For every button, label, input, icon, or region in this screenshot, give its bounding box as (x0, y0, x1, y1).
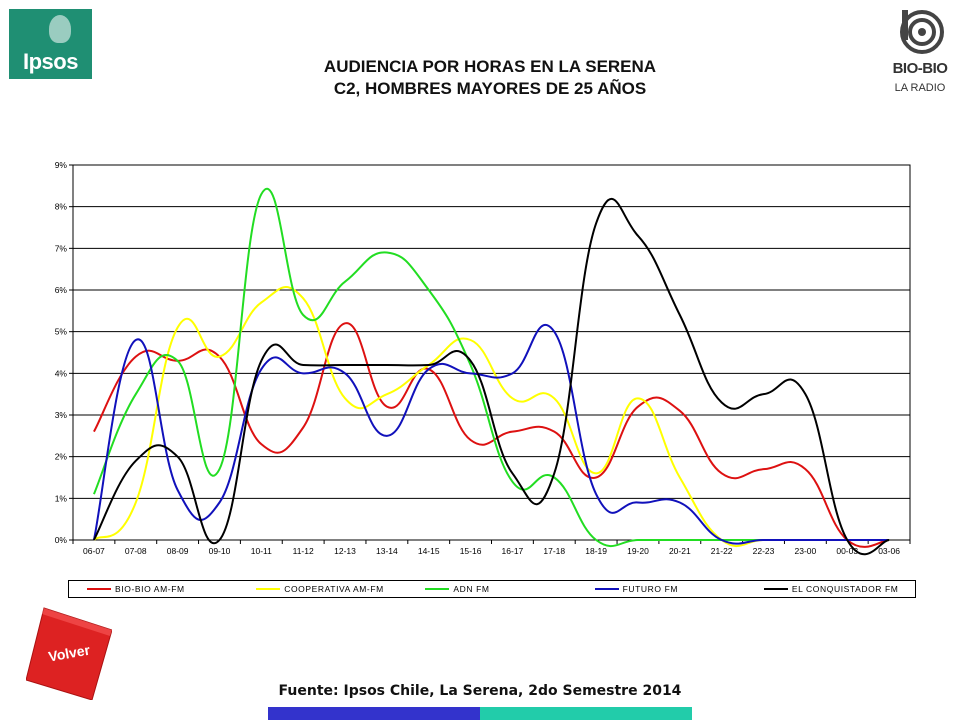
chart-title: AUDIENCIA POR HORAS EN LA SERENA C2, HOM… (230, 56, 750, 100)
ipsos-logo-text: Ipsos (23, 49, 78, 74)
x-tick-label: 06-07 (83, 546, 105, 556)
y-tick-label: 3% (55, 410, 68, 420)
chart-title-line2: C2, HOMBRES MAYORES DE 25 AÑOS (333, 79, 647, 98)
y-tick-label: 8% (55, 202, 68, 212)
chart-area: 0% 1% 2% 3% 4% 5% 6% 7% 8% 9% 06-07 07-08 08-09 09-10… (18, 150, 924, 600)
x-tick-label: 17-18 (543, 546, 565, 556)
x-tick-label: 15-16 (460, 546, 482, 556)
y-tick-label: 4% (55, 368, 68, 378)
legend-label: BIO-BIO AM-FM (115, 584, 185, 594)
series-line-5 (93, 197, 890, 556)
legend-swatch (256, 588, 281, 590)
chart-legend: BIO-BIO AM-FM COOPERATIVA AM-FM ADN FM FUTU… (68, 580, 916, 598)
chart-title-line1: AUDIENCIA POR HORAS EN LA SERENA (323, 57, 657, 76)
y-tick-label: 1% (55, 493, 68, 503)
legend-swatch (763, 588, 788, 590)
x-tick-label: 21-22 (711, 546, 733, 556)
y-tick-label: 6% (55, 285, 68, 295)
x-tick-label: 03-06 (878, 546, 900, 556)
x-tick-label: 19-20 (627, 546, 649, 556)
legend-swatch (87, 588, 111, 590)
x-tick-label: 12-13 (334, 546, 356, 556)
x-tick-label: 22-23 (753, 546, 775, 556)
series-line-2 (93, 286, 890, 548)
legend-swatch (594, 588, 619, 590)
legend-label: COOPERATIVA AM-FM (284, 584, 384, 594)
legend-label: FUTURO FM (622, 584, 679, 594)
biobio-logo: BIO-BIO LA RADIO (888, 8, 952, 100)
source-note: Fuente: Ipsos Chile, La Serena, 2do Seme… (278, 683, 682, 699)
legend-item: BIO-BIO AM-FM (69, 584, 238, 594)
x-tick-label: 23-00 (795, 546, 817, 556)
footer-bar-teal (480, 707, 692, 720)
volver-button[interactable]: Volver (26, 604, 112, 700)
series-line-1 (93, 322, 890, 548)
y-tick-label: 7% (55, 243, 68, 253)
x-tick-label: 09-10 (209, 546, 231, 556)
x-tick-label: 11-12 (293, 546, 314, 556)
x-tick-label: 18-19 (585, 546, 607, 556)
legend-item: ADN FM (407, 584, 576, 594)
x-tick-label: 14-15 (418, 546, 440, 556)
legend-item: EL CONQUISTADOR FM (746, 584, 915, 594)
legend-item: FUTURO FM (577, 584, 746, 594)
x-tick-label: 13-14 (376, 546, 398, 556)
x-tick-label: 10-11 (251, 546, 272, 556)
x-tick-label: 00-03 (836, 546, 858, 556)
y-tick-label: 0% (55, 535, 68, 545)
x-tick-label: 08-09 (167, 546, 189, 556)
biobio-emblem-icon (900, 10, 944, 54)
volver-label: Volver (47, 641, 91, 664)
ipsos-logo: Ipsos (9, 9, 92, 79)
legend-label: ADN FM (453, 584, 490, 594)
y-tick-label: 9% (55, 160, 68, 170)
legend-item: COOPERATIVA AM-FM (238, 584, 407, 594)
line-chart: 0% 1% 2% 3% 4% 5% 6% 7% 8% 9% 06-07 07-08 08-09 09-10… (55, 160, 911, 556)
legend-swatch (425, 588, 450, 590)
biobio-logo-sub: LA RADIO (894, 82, 946, 94)
series-line-3 (93, 187, 890, 548)
plot-frame (72, 164, 911, 541)
head-silhouette-icon (49, 15, 71, 43)
x-tick-label: 20-21 (669, 546, 691, 556)
x-tick-label: 07-08 (125, 546, 147, 556)
series-line-4 (92, 323, 890, 545)
y-tick-label: 2% (55, 452, 68, 462)
x-tick-label: 16-17 (502, 546, 524, 556)
footer-bar-blue (268, 707, 480, 720)
legend-label: EL CONQUISTADOR FM (791, 584, 899, 594)
biobio-logo-name: BIO-BIO (892, 60, 948, 77)
y-tick-label: 5% (55, 327, 68, 337)
